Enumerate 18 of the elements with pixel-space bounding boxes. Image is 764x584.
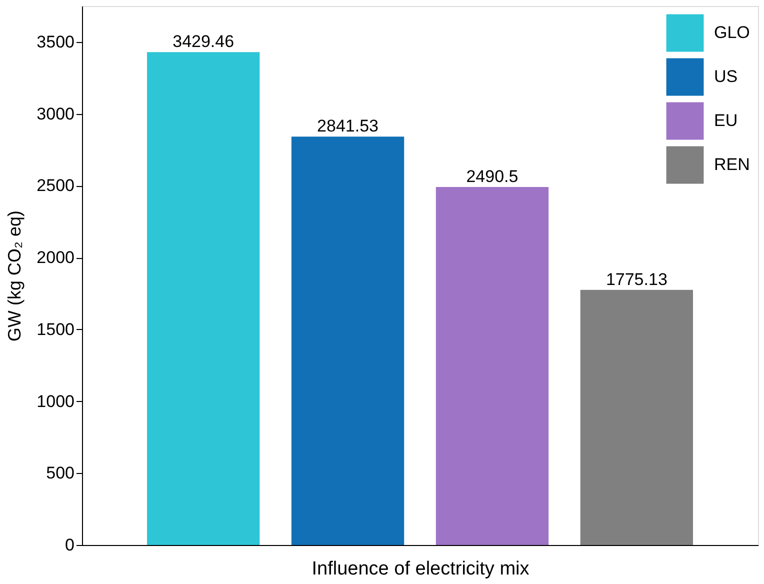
y-tick-label: 3000: [36, 104, 74, 124]
y-tick-label: 3500: [36, 32, 74, 52]
data-label: 2490.5: [466, 167, 518, 186]
legend-label: GLO: [714, 23, 750, 42]
data-label: 2841.53: [317, 116, 379, 136]
y-tick-label: 1000: [36, 392, 74, 411]
y-tick-label: 2500: [36, 176, 74, 196]
y-tick-label: 500: [46, 464, 74, 483]
y-tick-label: 1500: [36, 320, 74, 339]
data-label: 3429.46: [172, 32, 234, 52]
legend-label: REN: [714, 155, 750, 174]
x-axis-title: Influence of electricity mix: [312, 558, 530, 580]
legend-label: US: [714, 67, 738, 86]
y-tick-label: 2000: [36, 248, 74, 268]
data-label: 1775.13: [606, 270, 668, 289]
y-axis-title: GW (kg CO₂ eq): [4, 210, 25, 342]
legend-label: EU: [714, 111, 738, 130]
y-tick-label: 0: [65, 536, 74, 554]
